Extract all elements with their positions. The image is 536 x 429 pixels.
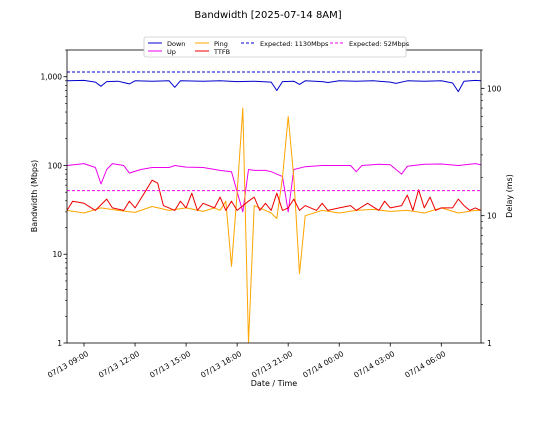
plot-frame [66,49,482,344]
right-y-axis-label: Delay (ms) [505,174,514,218]
x-tick-label: 07/13 18:00 [199,349,243,380]
series-layer [67,71,481,343]
legend-box [143,36,407,58]
x-axis-label: Date / Time [251,379,298,388]
x-axis: 07/13 09:00 07/13 12:00 07/13 15:00 07/13 1… [46,343,447,380]
y-left-tick-label: 100 [48,161,63,170]
series-ttfb-line [67,179,481,211]
series-up-line [67,163,481,213]
legend-label-ping: Ping [214,40,228,48]
legend-label-expected-52mbps: Expected: 52Mbps [349,40,410,48]
x-tick-label: 07/14 06:00 [403,349,447,380]
y-right-tick-label: 1 [487,339,492,348]
right-y-axis: 1 10 100 [481,49,502,348]
chart-title: Bandwidth [2025-07-14 8AM] [194,10,341,21]
x-tick-label: 07/13 09:00 [46,349,90,380]
left-y-axis-label: Bandwidth (Mbps) [30,160,39,233]
left-y-axis: 1 10 100 1,000 [41,49,67,348]
y-right-tick-label: 10 [487,212,497,221]
x-tick-label: 07/14 00:00 [301,349,345,380]
y-left-tick-label: 10 [52,250,62,259]
y-right-tick-label: 100 [487,84,502,93]
x-tick-label: 07/13 15:00 [148,349,192,380]
legend-label-expected-1130mbps: Expected: 1130Mbps [260,40,329,48]
legend-label-down: Down [167,40,185,48]
x-tick-label: 07/13 21:00 [250,349,294,380]
series-ping-line [67,107,481,343]
series-down-line [67,79,481,93]
y-left-tick-label: 1 [57,339,62,348]
x-tick-label: 07/13 12:00 [97,349,141,380]
legend-label-ttfb: TTFB [213,48,230,56]
y-left-tick-label: 1,000 [41,73,63,82]
legend-label-up: Up [167,48,176,56]
x-tick-label: 07/14 03:00 [352,349,396,380]
